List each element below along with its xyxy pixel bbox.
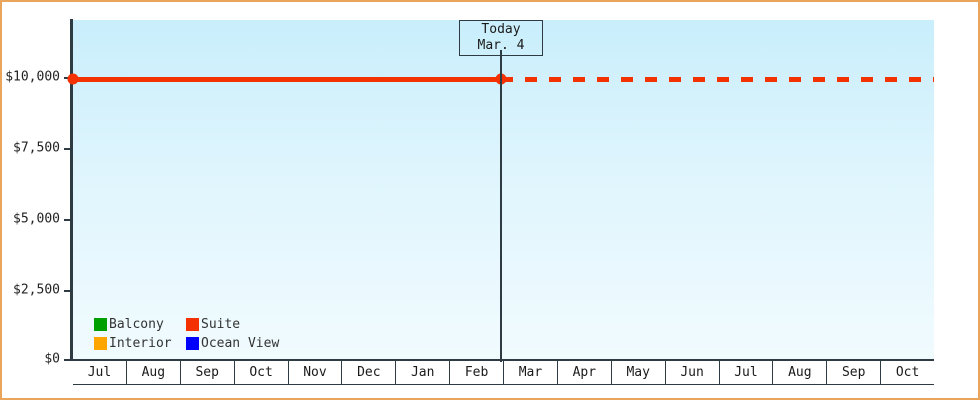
today-marker-line (500, 50, 502, 362)
today-callout-line2: Mar. 4 (477, 38, 525, 53)
y-axis-label-0: $0 (44, 351, 60, 367)
y-axis-label-2500: $2,500 (13, 282, 60, 298)
x-axis-month-cell[interactable]: May (612, 361, 666, 384)
series-line-suite-actual[interactable] (73, 77, 501, 82)
legend-item-balcony[interactable]: Balcony (94, 315, 186, 334)
x-axis-month-cell[interactable]: Feb (450, 361, 504, 384)
x-axis-month-cell[interactable]: Sep (827, 361, 882, 384)
plot-area (73, 20, 934, 360)
x-axis-month-cell[interactable]: Jul (720, 361, 774, 384)
y-axis-line (70, 19, 73, 361)
y-axis-tick (64, 290, 72, 292)
x-axis-month-cell[interactable]: Nov (289, 361, 343, 384)
today-callout[interactable]: Today Mar. 4 (459, 20, 543, 56)
x-axis-month-cell[interactable]: Jul (73, 361, 127, 384)
y-axis-label-7500: $7,500 (13, 140, 60, 156)
series-point-suite-start[interactable] (67, 73, 79, 85)
x-axis-month-cell[interactable]: Oct (895, 365, 920, 380)
y-axis-label-10000: $10,000 (5, 69, 60, 85)
legend-label-balcony: Balcony (109, 317, 164, 332)
y-axis-tick (64, 359, 72, 361)
x-axis-month-cell[interactable]: Oct (235, 361, 289, 384)
x-axis-month-cell[interactable]: Aug (773, 361, 828, 384)
series-line-suite-projected[interactable] (501, 77, 934, 82)
legend-label-suite: Suite (201, 317, 241, 332)
y-axis-label-5000: $5,000 (13, 211, 60, 227)
legend-item-ocean-view[interactable]: Ocean View (186, 334, 279, 353)
legend-item-suite[interactable]: Suite (186, 315, 279, 334)
legend-swatch-icon (186, 318, 199, 331)
x-axis-month-cell[interactable]: Apr (558, 361, 612, 384)
legend-item-interior[interactable]: Interior (94, 334, 186, 353)
y-axis-tick (64, 148, 72, 150)
x-axis-month-cell[interactable]: Jun (666, 361, 720, 384)
legend-label-ocean-view: Ocean View (201, 336, 280, 351)
x-axis-month-row: Jul Aug Sep Oct Nov Dec Jan Feb Mar Apr … (73, 361, 934, 385)
x-axis-line (70, 359, 934, 361)
x-axis-month-cell[interactable]: Aug (127, 361, 181, 384)
legend: Balcony Suite Interior Ocean View (94, 315, 279, 353)
legend-swatch-icon (94, 318, 107, 331)
y-axis-tick (64, 219, 72, 221)
legend-label-interior: Interior (109, 336, 172, 351)
x-axis-month-cell[interactable]: Jan (396, 361, 451, 384)
x-axis-month-cell[interactable]: Sep (181, 361, 235, 384)
x-axis-month-cell[interactable]: Dec (342, 361, 397, 384)
legend-swatch-icon (94, 337, 107, 350)
x-axis-month-cell[interactable]: Mar (504, 361, 558, 384)
today-callout-line1: Today (481, 21, 521, 37)
legend-swatch-icon (186, 337, 199, 350)
